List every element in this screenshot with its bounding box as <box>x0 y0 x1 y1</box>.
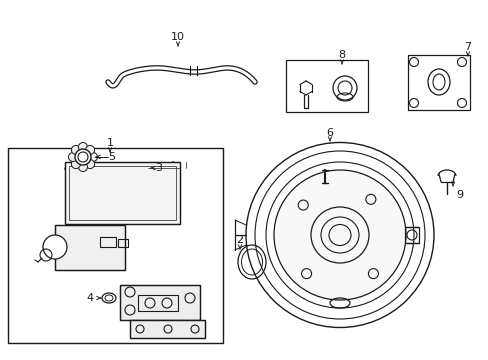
Bar <box>100 237 116 247</box>
Bar <box>138 295 178 311</box>
Bar <box>65 162 180 224</box>
Text: 6: 6 <box>326 128 333 138</box>
Circle shape <box>43 235 67 259</box>
Text: 9: 9 <box>455 190 463 200</box>
Text: 7: 7 <box>464 42 470 52</box>
Bar <box>120 285 200 320</box>
Bar <box>55 225 125 270</box>
Text: 4: 4 <box>86 293 93 303</box>
Text: 8: 8 <box>338 50 345 60</box>
Bar <box>130 320 204 338</box>
Circle shape <box>85 159 94 168</box>
Circle shape <box>75 149 91 165</box>
Text: 2: 2 <box>236 235 243 245</box>
Text: 5: 5 <box>108 152 115 162</box>
Bar <box>118 239 128 247</box>
Ellipse shape <box>273 170 405 300</box>
Bar <box>8 148 223 343</box>
Circle shape <box>79 162 87 171</box>
Circle shape <box>71 159 80 168</box>
Text: 1: 1 <box>106 138 113 148</box>
Bar <box>407 55 469 110</box>
Text: 3: 3 <box>155 163 162 173</box>
Bar <box>130 320 204 338</box>
Circle shape <box>85 145 94 154</box>
Bar <box>69 166 176 220</box>
Circle shape <box>88 153 97 162</box>
Text: 10: 10 <box>171 32 184 42</box>
Circle shape <box>79 143 87 152</box>
Bar <box>65 162 180 224</box>
Bar <box>120 285 200 320</box>
Bar <box>404 227 418 243</box>
Bar <box>55 225 125 270</box>
Circle shape <box>68 153 77 162</box>
Circle shape <box>71 145 80 154</box>
Bar <box>285 60 367 112</box>
